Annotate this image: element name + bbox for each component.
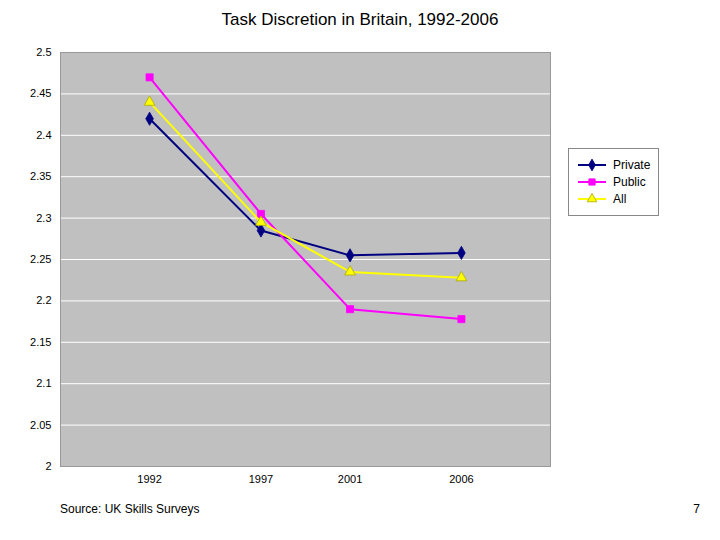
html-text:Public: Public: [613, 175, 646, 189]
svg-text:2.4: 2.4: [36, 129, 51, 141]
svg-text:2.25: 2.25: [30, 253, 51, 265]
html-text:Task Discretion in Britain, 19: Task Discretion in Britain, 1992-2006: [221, 10, 499, 29]
html-text:Private: Private: [613, 158, 651, 172]
svg-text:1997: 1997: [249, 473, 273, 485]
svg-text:2.5: 2.5: [36, 46, 51, 58]
svg-text:2.35: 2.35: [30, 170, 51, 182]
svg-text:2.1: 2.1: [36, 377, 51, 389]
svg-text:2.45: 2.45: [30, 87, 51, 99]
html-text:Source: UK Skills Surveys: Source: UK Skills Surveys: [60, 502, 200, 516]
svg-text:2.3: 2.3: [36, 212, 51, 224]
svg-text:2006: 2006: [449, 473, 473, 485]
svg-text:1992: 1992: [137, 473, 161, 485]
html-text:7: 7: [693, 502, 700, 516]
svg-text:2001: 2001: [338, 473, 362, 485]
html-text:All: All: [613, 192, 627, 206]
svg-text:2.15: 2.15: [30, 336, 51, 348]
svg-text:2.2: 2.2: [36, 294, 51, 306]
svg-text:2.05: 2.05: [30, 419, 51, 431]
svg-text:2: 2: [45, 460, 51, 472]
